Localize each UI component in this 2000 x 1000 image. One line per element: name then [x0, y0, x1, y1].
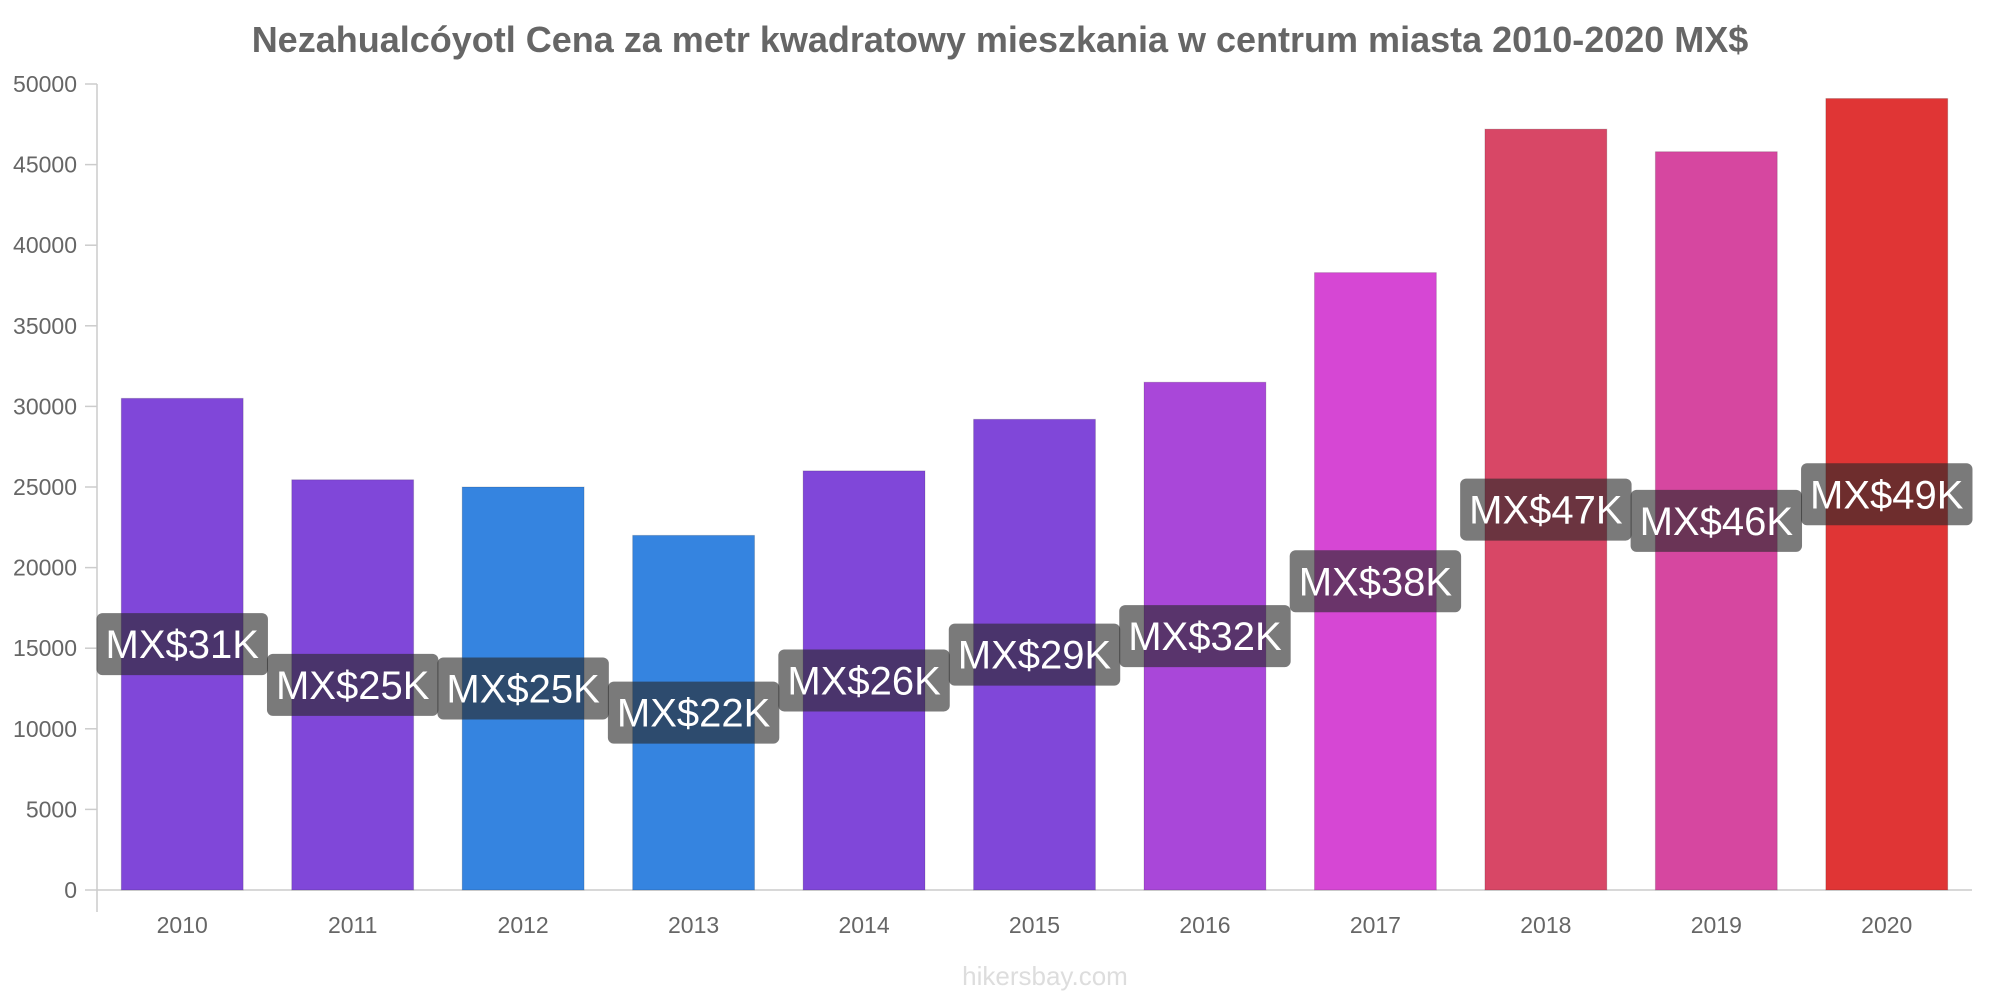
x-tick-label: 2013	[668, 912, 719, 938]
y-tick-label: 30000	[13, 393, 77, 419]
x-tick-label: 2016	[1179, 912, 1230, 938]
y-tick-label: 35000	[13, 313, 77, 339]
x-tick-label: 2020	[1861, 912, 1912, 938]
chart-title: Nezahualcóyotl Cena za metr kwadratowy m…	[252, 19, 1749, 60]
data-label-text: MX$22K	[617, 692, 771, 736]
x-tick-label: 2017	[1350, 912, 1401, 938]
data-label: MX$31K	[96, 613, 268, 676]
data-label-box	[437, 657, 609, 720]
data-label: MX$22K	[607, 681, 780, 744]
data-label: MX$29K	[948, 623, 1121, 686]
data-labels-group: MX$31K MX$25K MX$25K MX$22K MX$26K MX$29K MX$3…	[96, 463, 1973, 744]
data-label-text: MX$32K	[1128, 615, 1282, 659]
x-tick-label: 2012	[498, 912, 549, 938]
data-label-box	[1119, 605, 1291, 668]
data-label-box	[266, 653, 439, 716]
x-tick-label: 2018	[1520, 912, 1571, 938]
data-label: MX$32K	[1119, 605, 1291, 668]
x-tick-label: 2014	[838, 912, 889, 938]
y-tick-label: 50000	[13, 71, 77, 97]
x-tick-label: 2015	[1009, 912, 1060, 938]
data-label-box	[778, 649, 950, 712]
y-tick-label: 40000	[13, 232, 77, 258]
data-label-text: MX$29K	[958, 634, 1112, 678]
data-label-text: MX$49K	[1810, 473, 1964, 517]
data-label-text: MX$47K	[1469, 489, 1623, 533]
data-label-box	[96, 613, 268, 676]
data-label: MX$47K	[1460, 478, 1632, 541]
x-tick-label: 2019	[1691, 912, 1742, 938]
data-label-box	[1289, 550, 1462, 613]
data-label: MX$46K	[1630, 489, 1803, 552]
x-axis: 2010 2011 2012 2013 2014 2015 2016 2017 2018 2019…	[97, 889, 1972, 938]
data-label: MX$25K	[437, 657, 609, 720]
data-label-box	[948, 623, 1121, 686]
y-tick-label: 45000	[13, 152, 77, 178]
data-label-box	[1801, 463, 1973, 526]
data-label: MX$25K	[266, 653, 439, 716]
data-label-text: MX$25K	[446, 668, 600, 712]
data-label-box	[1630, 489, 1803, 552]
y-tick-label: 15000	[13, 635, 77, 661]
data-label-text: MX$46K	[1640, 500, 1794, 544]
data-label: MX$49K	[1801, 463, 1973, 526]
y-tick-label: 20000	[13, 555, 77, 581]
x-tick-label: 2010	[157, 912, 208, 938]
data-label: MX$38K	[1289, 550, 1462, 613]
y-tick-label: 0	[64, 877, 77, 903]
y-tick-label: 25000	[13, 474, 77, 500]
data-label: MX$26K	[778, 649, 950, 712]
data-label-box	[607, 681, 780, 744]
data-label-text: MX$31K	[106, 623, 260, 667]
data-label-text: MX$26K	[787, 659, 941, 703]
data-label-text: MX$38K	[1299, 560, 1453, 604]
data-label-text: MX$25K	[276, 664, 430, 708]
watermark: hikersbay.com	[962, 961, 1128, 991]
y-tick-label: 10000	[13, 716, 77, 742]
y-tick-label: 5000	[26, 796, 77, 822]
data-label-box	[1460, 478, 1632, 541]
y-axis: 0 5000 10000 15000 20000 25000 30000 35000 40000…	[13, 71, 98, 912]
x-tick-label: 2011	[328, 912, 377, 938]
